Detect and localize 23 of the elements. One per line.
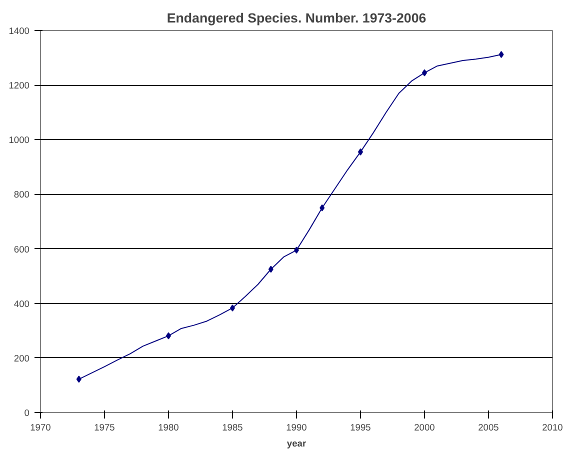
y-tick-label: 1000 (8, 135, 30, 146)
x-axis-title: year (286, 438, 306, 448)
y-tick-label: 800 (14, 190, 30, 200)
x-tick-label: 1980 (158, 422, 179, 432)
x-tick-label: 2000 (414, 422, 435, 432)
x-tick-label: 2010 (542, 422, 563, 432)
y-tick-label: 200 (14, 353, 30, 364)
x-tick-label: 1975 (94, 422, 115, 432)
x-tick-label: 2005 (478, 422, 499, 432)
y-tick-label: 1200 (8, 80, 30, 91)
x-tick-label: 1990 (286, 422, 307, 432)
y-tick-label: 600 (14, 244, 30, 254)
y-tick-label: 1400 (8, 26, 30, 36)
point (76, 376, 82, 383)
point (268, 266, 274, 273)
y-tick-label: 0 (24, 408, 30, 418)
chart-title: Endangered Species. Number. 1973-2006 (166, 10, 426, 26)
x-tick-label: 1970 (30, 422, 51, 432)
point (320, 204, 325, 212)
point (498, 51, 504, 58)
y-tick-label: 400 (14, 298, 30, 309)
x-tick-label: 1985 (222, 422, 243, 432)
x-tick-label: 1995 (350, 422, 371, 432)
